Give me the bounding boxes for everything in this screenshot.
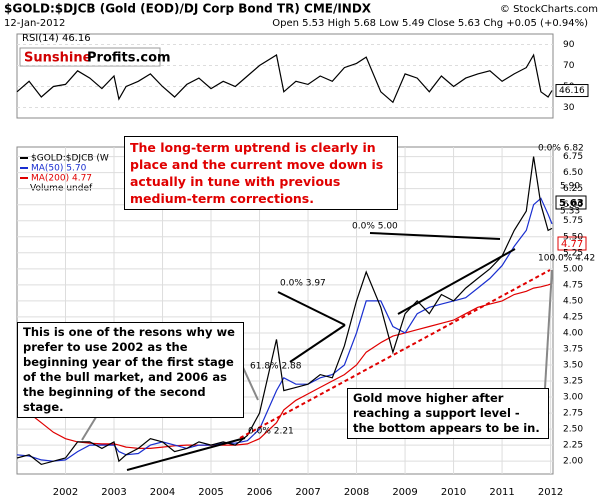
y-tick-label: 4.25 bbox=[563, 312, 583, 322]
support-line bbox=[239, 269, 551, 439]
price-label-box bbox=[557, 236, 587, 251]
logo: Sunshine bbox=[24, 51, 92, 66]
arrow bbox=[544, 269, 553, 389]
trend-line bbox=[397, 248, 516, 315]
fib-label: 0.0% 3.97 bbox=[280, 279, 326, 289]
fib-label: 0.0% 2.21 bbox=[248, 427, 294, 437]
fib-label: 0.0% 6.82 bbox=[538, 144, 584, 154]
y-tick-label: 6.75 bbox=[563, 152, 583, 162]
price-label: 5.63 bbox=[559, 198, 584, 209]
copyright: © StockCharts.com bbox=[500, 4, 598, 15]
y-tick-label: 6.00 bbox=[563, 200, 583, 210]
x-tick-label: 2012 bbox=[538, 487, 563, 498]
y-tick-label: 2.00 bbox=[563, 457, 583, 467]
logo: Profits.com bbox=[87, 51, 171, 66]
price-label: 4.77 bbox=[561, 239, 583, 250]
fib-label: 0.0% 5.00 bbox=[352, 222, 398, 232]
y-tick-label: 3.50 bbox=[563, 361, 583, 371]
last-value-box bbox=[555, 84, 589, 98]
series-line bbox=[16, 283, 553, 449]
y-tick-label: 90 bbox=[563, 40, 575, 50]
y-tick-label: 2.75 bbox=[563, 409, 583, 419]
x-tick-label: 2007 bbox=[295, 487, 320, 498]
quote: Open 5.53 High 5.68 Low 5.49 Close 5.63 … bbox=[272, 18, 588, 29]
x-tick-label: 2003 bbox=[101, 487, 126, 498]
series-line bbox=[16, 156, 553, 466]
y-tick-label: 2.25 bbox=[563, 441, 583, 451]
rsi-title: RSI(14) 46.16 bbox=[22, 33, 91, 44]
y-tick-label: 6.25 bbox=[563, 184, 583, 194]
fib-label: 61.8% 2.88 bbox=[250, 362, 302, 372]
y-tick-label: 70 bbox=[563, 61, 575, 71]
price-label-box bbox=[555, 195, 587, 210]
trend-line bbox=[369, 232, 501, 240]
y-tick-label: 5.00 bbox=[563, 264, 583, 274]
trend-line bbox=[126, 437, 246, 471]
y-tick-label: 4.00 bbox=[563, 328, 583, 338]
series-line bbox=[16, 53, 553, 104]
last-value: 46.16 bbox=[559, 86, 585, 96]
price-label: 5.90 bbox=[560, 182, 580, 192]
date: 12-Jan-2012 bbox=[4, 18, 65, 29]
y-tick-label: 5.75 bbox=[563, 216, 583, 226]
x-tick-label: 2006 bbox=[247, 487, 272, 498]
y-tick-label: 6.50 bbox=[563, 168, 583, 178]
x-tick-label: 2011 bbox=[489, 487, 514, 498]
y-tick-label: 3.75 bbox=[563, 344, 583, 354]
rsi-frame bbox=[16, 33, 554, 119]
legend-label: $GOLD:$DJCB (W bbox=[31, 154, 109, 164]
legend-label: MA(50) 5.70 bbox=[31, 164, 87, 174]
fib-label: 100.0% 4.42 bbox=[538, 254, 595, 264]
annotation: This is one of the resons why we prefer … bbox=[17, 322, 244, 418]
y-tick-label: 2.50 bbox=[563, 425, 583, 435]
y-tick-label: 3.00 bbox=[563, 393, 583, 403]
price-label: 5.33 bbox=[560, 207, 580, 217]
legend-label: MA(200) 4.77 bbox=[31, 174, 92, 184]
symbol: $GOLD:$DJCB (Gold (EOD)/DJ Corp Bond TR)… bbox=[4, 2, 372, 16]
y-tick-label: 3.25 bbox=[563, 377, 583, 387]
x-tick-label: 2004 bbox=[150, 487, 175, 498]
y-tick-label: 4.50 bbox=[563, 296, 583, 306]
x-tick-label: 2008 bbox=[344, 487, 369, 498]
y-tick-label: 4.75 bbox=[563, 280, 583, 290]
x-tick-label: 2005 bbox=[198, 487, 223, 498]
x-tick-label: 2009 bbox=[392, 487, 417, 498]
annotation: Gold move higher after reaching a suppor… bbox=[347, 388, 549, 439]
trend-line bbox=[277, 291, 346, 326]
trend-line bbox=[289, 324, 346, 363]
x-tick-label: 2010 bbox=[441, 487, 466, 498]
y-tick-label: 5.50 bbox=[563, 232, 583, 242]
series-line bbox=[16, 197, 553, 462]
annotation: The long-term uptrend is clearly in plac… bbox=[124, 136, 398, 210]
y-tick-label: 5.25 bbox=[563, 248, 583, 258]
x-tick-label: 2002 bbox=[53, 487, 78, 498]
y-tick-label: 30 bbox=[563, 103, 575, 113]
